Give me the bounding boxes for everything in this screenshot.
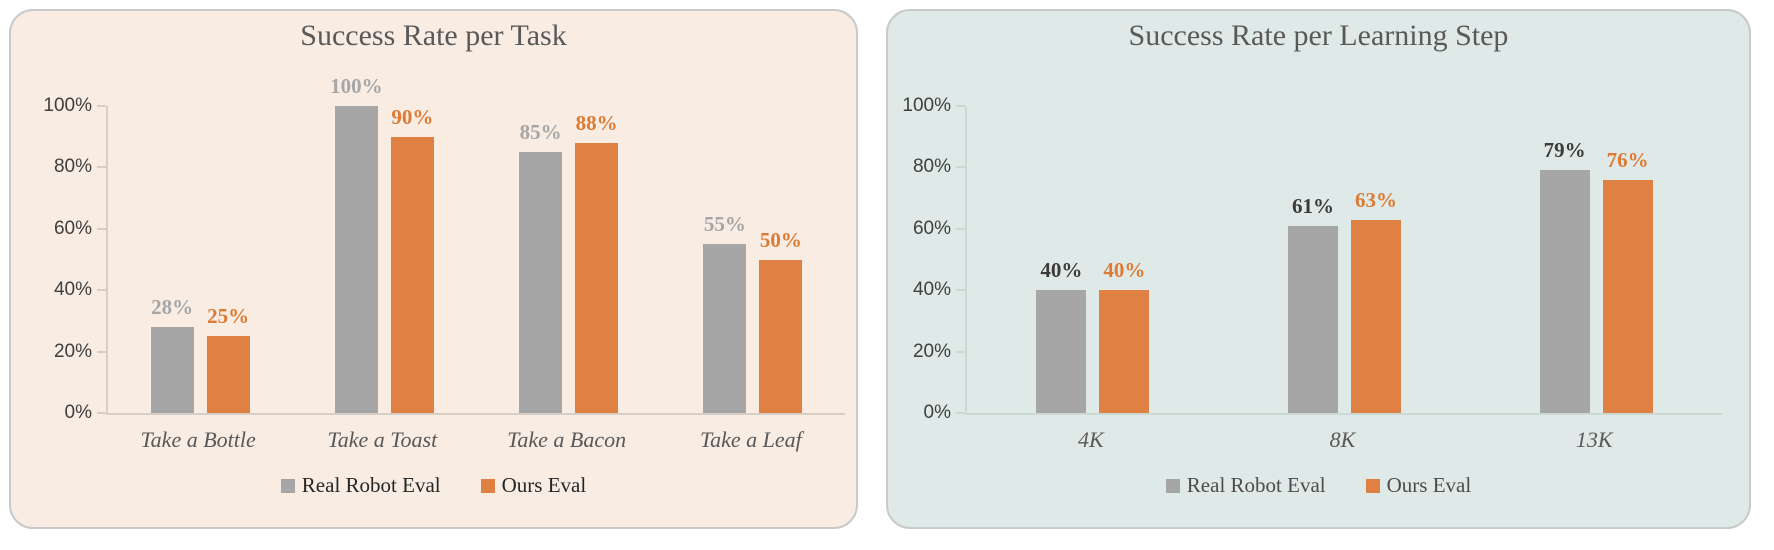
y-tick-mark	[97, 227, 106, 230]
legend-item-real-robot-eval: Real Robot Eval	[280, 473, 441, 498]
y-tick-label: 100%	[902, 95, 951, 116]
y-tick-label: 60%	[53, 217, 92, 239]
bar: 40%	[1036, 258, 1087, 413]
category-label: Take a Bacon	[507, 427, 627, 452]
bar: 40%	[1099, 258, 1150, 413]
bar: 90%	[390, 105, 434, 413]
bar: 25%	[206, 304, 250, 413]
bar-value-label: 40%	[1040, 258, 1083, 283]
bar: 76%	[1602, 148, 1653, 413]
bar-value-label: 61%	[1292, 193, 1334, 218]
y-tick-label: 40%	[53, 279, 92, 301]
y-tick-mark	[97, 350, 106, 353]
bar: 63%	[1351, 188, 1401, 413]
y-tick-mark	[956, 105, 965, 107]
category-label: 4K	[1077, 427, 1104, 452]
orange-series-swatch-icon	[1365, 478, 1380, 493]
bar-value-label: 55%	[703, 212, 746, 237]
bar: 88%	[575, 111, 619, 413]
chart-title: Success Rate per Learning Step	[1128, 19, 1509, 52]
y-tick-mark	[956, 166, 965, 169]
y-tick-mark	[97, 289, 106, 292]
bar-group: 61% 63%	[1219, 106, 1471, 413]
bar: 61%	[1288, 194, 1338, 413]
orange-series-swatch-icon	[480, 478, 495, 493]
y-tick-mark	[956, 227, 965, 230]
y-tick-mark	[956, 289, 965, 292]
bar-value-label: 90%	[391, 104, 434, 129]
y-tick-label: 60%	[912, 217, 951, 239]
category-label: Take a Bottle	[140, 427, 256, 452]
bar-groups: 28% 25% 100% 90% 85% 88% 55% 50%	[108, 74, 845, 413]
y-tick-label: 80%	[53, 156, 92, 178]
bar: 100%	[330, 74, 383, 413]
x-axis-category-labels: 4K 8K 13K	[965, 427, 1720, 453]
legend-label: Ours Eval	[1386, 473, 1472, 497]
bar-value-label: 85%	[519, 120, 562, 145]
y-tick-label: 80%	[912, 156, 951, 178]
bar-value-label: 100%	[330, 74, 383, 98]
bar-value-label: 50%	[759, 227, 802, 252]
bar-group: 28% 25%	[108, 106, 292, 413]
bar: 28%	[150, 295, 194, 413]
y-tick-label: 100%	[43, 95, 92, 116]
y-tick-mark	[97, 105, 106, 107]
legend: Real Robot Eval Ours Eval	[888, 473, 1749, 498]
chart-title: Success Rate per Task	[300, 19, 567, 52]
bar-value-label: 79%	[1543, 138, 1586, 163]
bar: 85%	[519, 120, 563, 413]
y-tick-mark	[97, 166, 106, 169]
category-label: Take a Toast	[327, 427, 438, 452]
y-tick-mark	[956, 412, 965, 414]
y-tick-label: 0%	[923, 402, 951, 423]
legend-label: Real Robot Eval	[301, 473, 441, 497]
gray-series-swatch-icon	[280, 478, 295, 493]
bar-value-label: 28%	[151, 295, 194, 320]
bar-value-label: 40%	[1103, 258, 1146, 283]
bar-group: 100% 90%	[292, 74, 476, 413]
bar: 50%	[759, 228, 803, 413]
bar: 79%	[1539, 138, 1590, 413]
bar: 55%	[703, 212, 747, 413]
legend-label: Real Robot Eval	[1186, 473, 1326, 497]
y-axis: 0% 20% 40% 60% 80% 100%	[43, 95, 845, 423]
bar-group: 55% 50%	[661, 106, 845, 413]
y-tick-label: 20%	[912, 340, 951, 362]
plot-area: 0% 20% 40% 60% 80% 100% 40% 40% 61% 63% 79% 76%	[902, 95, 1722, 423]
y-tick-mark	[97, 412, 106, 414]
legend-item-ours-eval: Ours Eval	[480, 473, 587, 498]
category-label: 13K	[1575, 427, 1613, 452]
bar-value-label: 25%	[207, 304, 250, 329]
bar-groups: 40% 40% 61% 63% 79% 76%	[967, 106, 1722, 413]
legend: Real Robot Eval Ours Eval	[11, 473, 856, 498]
y-tick-label: 0%	[64, 402, 92, 423]
x-axis-category-labels: Take a Bottle Take a Toast Take a Bacon Tak…	[106, 427, 843, 453]
plot-area: 0% 20% 40% 60% 80% 100% 28% 25% 100% 90% 85% 88% 55…	[43, 74, 845, 423]
category-label: Take a Leaf	[699, 427, 802, 452]
legend-item-real-robot-eval: Real Robot Eval	[1165, 473, 1326, 498]
y-tick-label: 20%	[53, 340, 92, 362]
category-label: 8K	[1329, 427, 1356, 452]
task-success-chart-panel: Success Rate per Task 0% 20% 40% 60% 80% 100%…	[9, 9, 858, 529]
bar-group: 40% 40%	[967, 106, 1219, 413]
y-tick-label: 40%	[912, 279, 951, 301]
legend-label: Ours Eval	[501, 473, 587, 497]
legend-item-ours-eval: Ours Eval	[1365, 473, 1472, 498]
bar-value-label: 76%	[1606, 147, 1649, 172]
y-axis: 0% 20% 40% 60% 80% 100%	[902, 95, 1722, 423]
bar-group: 85% 88%	[477, 106, 661, 413]
learning-step-chart-panel: Success Rate per Learning Step 0% 20% 40% 6…	[886, 9, 1751, 529]
bar-group: 79% 76%	[1470, 106, 1722, 413]
bar-value-label: 63%	[1355, 187, 1397, 212]
gray-series-swatch-icon	[1165, 478, 1180, 493]
y-tick-mark	[956, 350, 965, 353]
bar-value-label: 88%	[575, 110, 618, 135]
